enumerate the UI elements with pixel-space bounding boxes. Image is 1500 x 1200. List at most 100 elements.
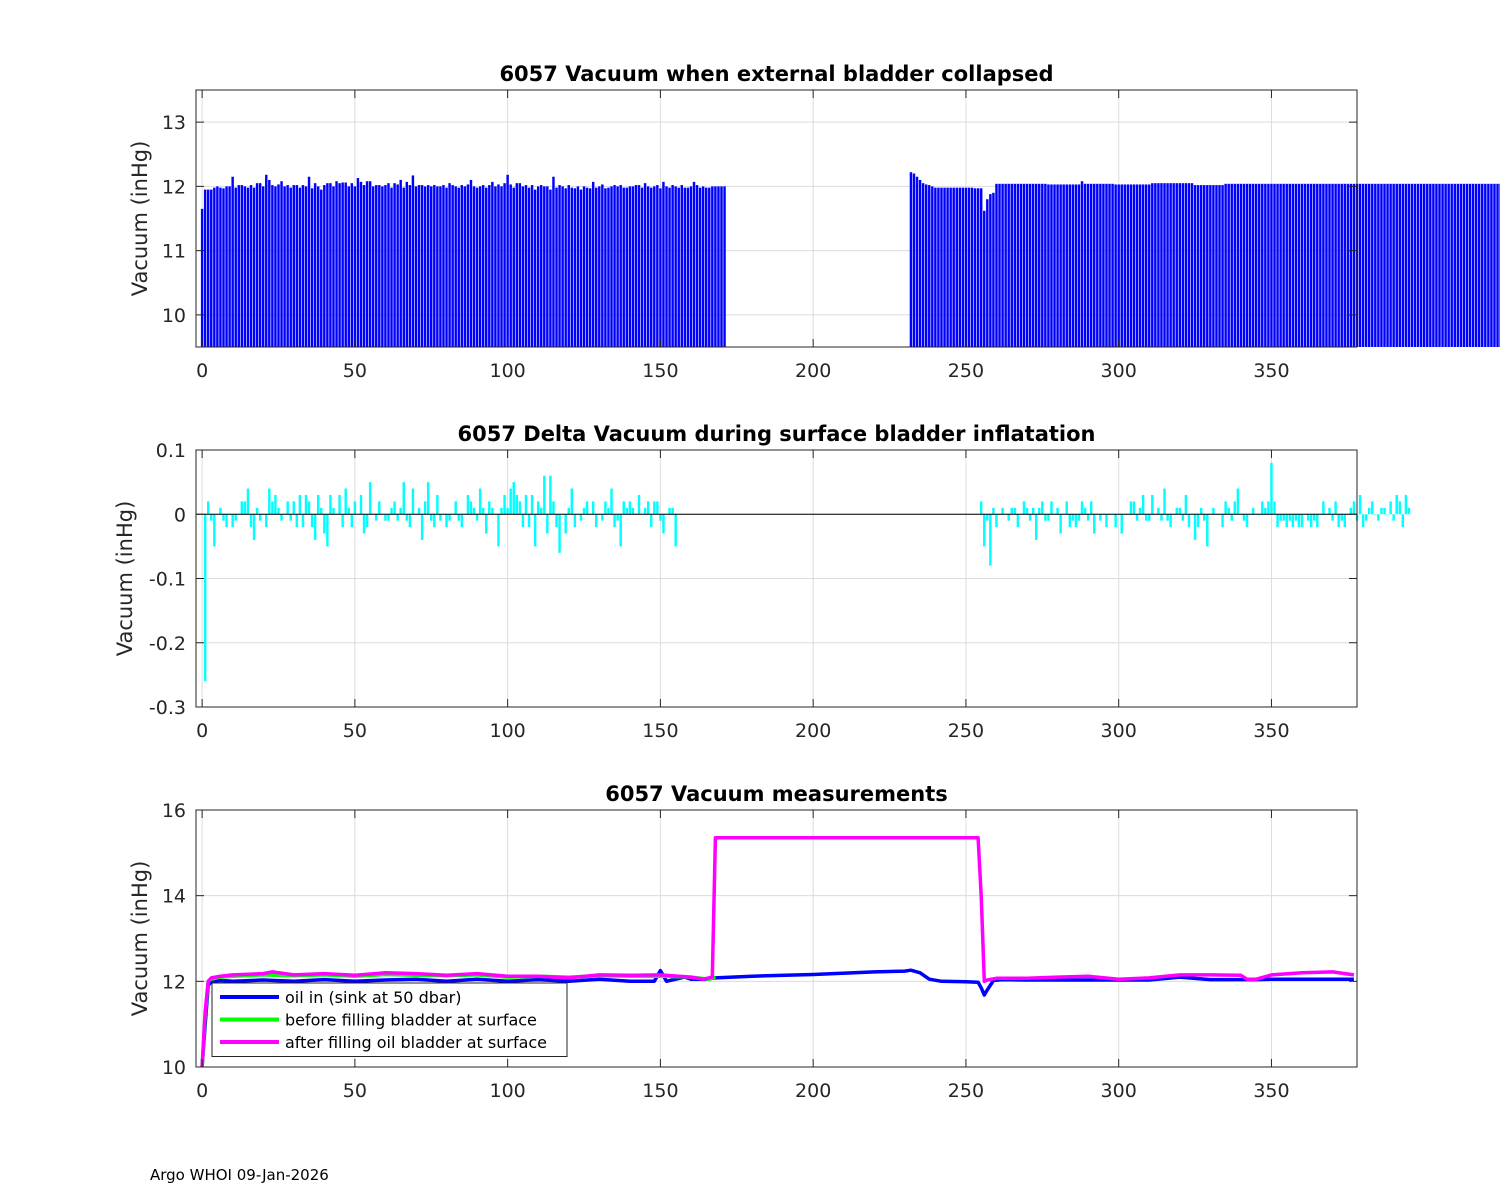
bar — [460, 514, 464, 528]
bar — [1099, 514, 1102, 521]
bar — [549, 475, 552, 515]
bar — [653, 186, 656, 348]
bar — [540, 507, 543, 515]
bar — [1028, 183, 1032, 347]
bar — [979, 501, 983, 515]
bar — [445, 187, 448, 347]
bar — [1407, 507, 1411, 515]
bar — [601, 184, 604, 347]
bar — [1471, 183, 1475, 347]
bar — [674, 186, 677, 348]
bar — [1019, 183, 1023, 347]
bar — [555, 514, 558, 528]
bar — [1377, 514, 1380, 521]
bar — [1273, 183, 1276, 347]
y-axis-label: Vacuum (inHg) — [128, 141, 152, 297]
bar — [371, 186, 375, 348]
bar — [1242, 183, 1246, 347]
bar — [414, 186, 418, 348]
bar — [527, 187, 531, 347]
bar — [301, 185, 305, 347]
bar — [692, 181, 696, 347]
bar — [1010, 183, 1013, 347]
bar — [292, 185, 295, 347]
bar — [656, 185, 659, 347]
bar — [705, 187, 708, 347]
bar — [280, 181, 283, 347]
bar — [222, 188, 225, 347]
bar — [359, 494, 363, 515]
bar — [1031, 507, 1035, 515]
bar — [1334, 183, 1337, 347]
bar — [497, 514, 500, 547]
bar — [940, 187, 943, 347]
bar — [292, 501, 295, 515]
bar — [1306, 183, 1310, 347]
bar — [268, 179, 271, 347]
bar — [222, 514, 225, 521]
bar — [454, 186, 457, 348]
bar — [986, 514, 989, 521]
bar — [1093, 514, 1096, 534]
bar — [1248, 183, 1252, 347]
y-tick-label: 0.1 — [156, 440, 186, 462]
bar — [258, 183, 262, 347]
bar — [1285, 514, 1288, 528]
bar — [1258, 183, 1261, 347]
bar — [1276, 183, 1279, 347]
bar — [564, 188, 567, 347]
bar — [310, 514, 314, 528]
bar — [460, 185, 464, 347]
bar — [573, 514, 577, 528]
bar — [295, 514, 299, 528]
bar — [491, 181, 494, 347]
bar — [983, 514, 986, 547]
bar — [1151, 494, 1154, 515]
bar — [524, 494, 528, 515]
bar — [1303, 183, 1307, 347]
bar — [567, 185, 570, 347]
bar — [393, 183, 396, 347]
bar — [243, 501, 247, 515]
bar — [1322, 501, 1325, 515]
legend-entry: oil in (sink at 50 dbar) — [285, 988, 462, 1007]
bar — [423, 186, 427, 348]
bar — [454, 501, 457, 515]
bar — [1041, 501, 1044, 515]
bar — [918, 179, 922, 347]
bar — [546, 514, 549, 534]
bar — [1025, 183, 1029, 347]
bar — [469, 179, 473, 347]
bar — [558, 185, 561, 347]
x-tick-label: 250 — [948, 720, 984, 742]
bar — [1178, 507, 1182, 515]
bar — [353, 501, 357, 515]
bar — [255, 183, 259, 347]
x-tick-label: 100 — [490, 1080, 526, 1102]
bar — [533, 189, 537, 347]
bar — [353, 186, 357, 348]
bar — [1187, 183, 1191, 347]
bar — [1395, 183, 1398, 347]
bar — [607, 187, 610, 347]
bar — [536, 186, 540, 348]
bar — [225, 514, 228, 528]
bar — [390, 507, 393, 515]
bar — [1374, 183, 1377, 347]
bar — [1352, 183, 1356, 347]
bar — [1193, 514, 1197, 540]
bar — [1288, 183, 1291, 347]
bar — [1349, 507, 1353, 515]
bar — [995, 183, 998, 347]
bar — [1364, 514, 1368, 521]
bar — [1031, 183, 1035, 347]
bar — [240, 185, 244, 347]
bar — [604, 501, 607, 515]
bar — [533, 514, 537, 547]
y-axis-label: Vacuum (inHg) — [113, 501, 137, 657]
bar — [1395, 494, 1398, 515]
bar — [1398, 501, 1401, 515]
bar — [466, 494, 470, 515]
bar — [509, 184, 512, 347]
bar — [708, 187, 711, 347]
